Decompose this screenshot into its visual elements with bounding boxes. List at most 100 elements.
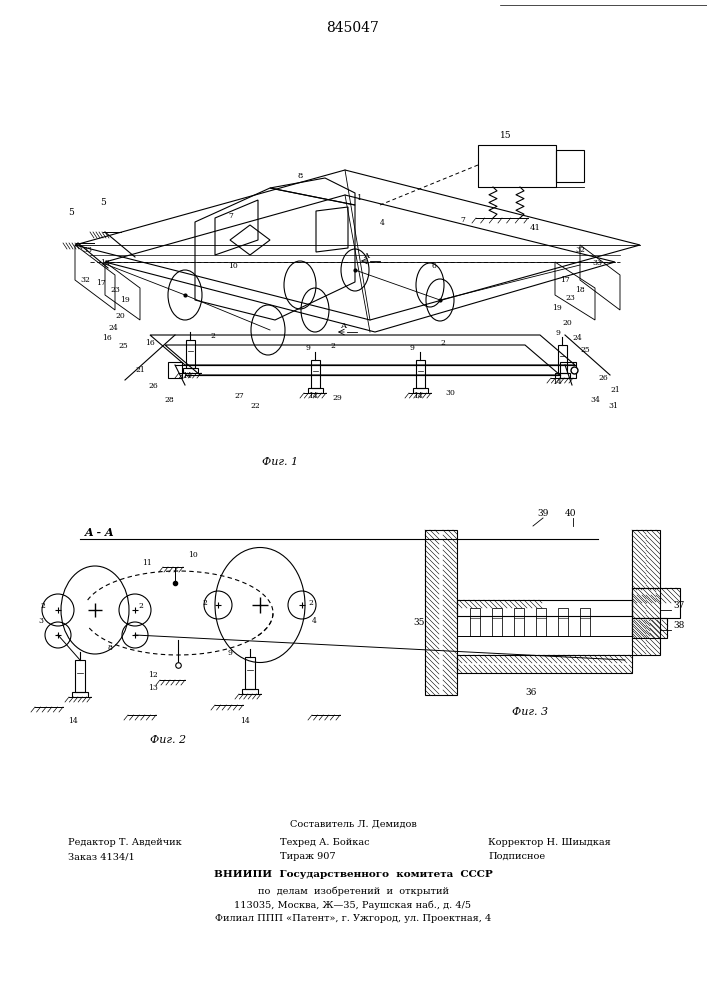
Text: 14: 14 xyxy=(552,378,562,386)
Text: 23: 23 xyxy=(565,294,575,302)
Bar xyxy=(632,588,680,618)
Bar xyxy=(492,608,502,636)
Text: 9: 9 xyxy=(306,344,311,352)
Text: 2: 2 xyxy=(138,602,143,610)
Text: 10: 10 xyxy=(188,551,198,559)
Bar xyxy=(182,368,197,373)
Text: 8: 8 xyxy=(108,644,113,652)
Text: 23: 23 xyxy=(110,286,120,294)
Text: 7: 7 xyxy=(228,212,233,220)
Text: 33: 33 xyxy=(592,259,602,267)
Text: 16: 16 xyxy=(102,334,112,342)
Text: 2: 2 xyxy=(440,339,445,347)
Text: 14: 14 xyxy=(308,392,317,400)
Text: 14: 14 xyxy=(182,372,192,380)
Text: 9: 9 xyxy=(555,329,560,337)
Text: 7: 7 xyxy=(460,216,465,224)
Text: 30: 30 xyxy=(445,389,455,397)
Bar xyxy=(580,608,590,636)
Bar xyxy=(245,657,255,689)
Text: Подписное: Подписное xyxy=(488,852,545,861)
Text: 2: 2 xyxy=(202,599,207,607)
Bar xyxy=(425,530,457,695)
Text: 24: 24 xyxy=(108,324,118,332)
Bar xyxy=(412,388,428,393)
Bar xyxy=(556,150,584,182)
Text: 18: 18 xyxy=(100,259,110,267)
Text: 26: 26 xyxy=(598,374,608,382)
Text: 34: 34 xyxy=(590,396,600,404)
Text: 25: 25 xyxy=(580,346,590,354)
Text: 20: 20 xyxy=(115,312,124,320)
Text: 4: 4 xyxy=(312,617,317,625)
Text: 21: 21 xyxy=(135,366,145,374)
Bar xyxy=(470,608,480,636)
Text: Заказ 4134/1: Заказ 4134/1 xyxy=(68,852,135,861)
Text: Составитель Л. Демидов: Составитель Л. Демидов xyxy=(290,820,416,829)
Text: Техред А. Бойкас: Техред А. Бойкас xyxy=(280,838,370,847)
Text: 6: 6 xyxy=(432,262,437,270)
Text: 12: 12 xyxy=(148,671,158,679)
Bar xyxy=(416,360,424,388)
Text: 2: 2 xyxy=(210,332,215,340)
Text: 19: 19 xyxy=(120,296,130,304)
Text: A: A xyxy=(363,252,369,260)
Text: ВНИИПИ  Государственного  комитета  СССР: ВНИИПИ Государственного комитета СССР xyxy=(214,870,492,879)
Bar xyxy=(536,608,546,636)
Text: 18: 18 xyxy=(575,286,585,294)
Text: 2: 2 xyxy=(40,602,45,610)
Bar xyxy=(632,530,660,655)
Text: 1: 1 xyxy=(357,194,363,202)
Bar xyxy=(242,689,258,694)
Text: 8: 8 xyxy=(298,172,303,180)
Bar xyxy=(310,360,320,388)
Text: 14: 14 xyxy=(413,392,423,400)
Text: 29: 29 xyxy=(332,394,341,402)
Text: 14: 14 xyxy=(68,717,78,725)
Text: Фиг. 3: Фиг. 3 xyxy=(512,707,548,717)
Bar xyxy=(632,618,667,638)
Text: 19: 19 xyxy=(552,304,562,312)
Text: Корректор Н. Шиыдкая: Корректор Н. Шиыдкая xyxy=(488,838,611,847)
Text: 3: 3 xyxy=(38,617,43,625)
Text: 2: 2 xyxy=(330,342,335,350)
Bar xyxy=(457,600,632,616)
Bar xyxy=(478,145,556,187)
Text: 33: 33 xyxy=(82,246,92,254)
Text: 9: 9 xyxy=(228,649,233,657)
Bar xyxy=(558,608,568,636)
Text: 11: 11 xyxy=(142,559,152,567)
Text: 31: 31 xyxy=(608,402,618,410)
Text: 9: 9 xyxy=(409,344,414,352)
Text: 5: 5 xyxy=(68,208,74,217)
Text: Фиг. 2: Фиг. 2 xyxy=(150,735,186,745)
Text: Филиал ППП «Патент», г. Ужгород, ул. Проектная, 4: Филиал ППП «Патент», г. Ужгород, ул. Про… xyxy=(215,914,491,923)
Text: 845047: 845047 xyxy=(327,21,380,35)
Text: Тираж 907: Тираж 907 xyxy=(280,852,336,861)
Text: 39: 39 xyxy=(537,509,549,518)
Bar xyxy=(558,345,566,373)
Text: 27: 27 xyxy=(234,392,244,400)
Bar xyxy=(185,340,194,368)
Text: 25: 25 xyxy=(118,342,128,350)
Text: A: A xyxy=(340,322,346,330)
Text: 13: 13 xyxy=(148,684,158,692)
Text: 40: 40 xyxy=(565,509,576,518)
Text: 113035, Москва, Ж—35, Раушская наб., д. 4/5: 113035, Москва, Ж—35, Раушская наб., д. … xyxy=(235,900,472,910)
Bar xyxy=(560,362,576,378)
Text: 37: 37 xyxy=(673,601,684,610)
Text: 16: 16 xyxy=(145,339,155,347)
Text: 17: 17 xyxy=(96,279,106,287)
Text: 32: 32 xyxy=(575,246,585,254)
Bar xyxy=(308,388,322,393)
Text: 28: 28 xyxy=(164,396,174,404)
Text: 41: 41 xyxy=(530,224,541,232)
Text: 38: 38 xyxy=(673,621,684,630)
Bar xyxy=(168,362,182,378)
Text: 22: 22 xyxy=(250,402,259,410)
Text: 32: 32 xyxy=(80,276,90,284)
Text: 15: 15 xyxy=(500,131,512,140)
Text: Фиг. 1: Фиг. 1 xyxy=(262,457,298,467)
Text: по  делам  изобретений  и  открытий: по делам изобретений и открытий xyxy=(257,886,448,896)
Text: A - A: A - A xyxy=(85,528,115,538)
